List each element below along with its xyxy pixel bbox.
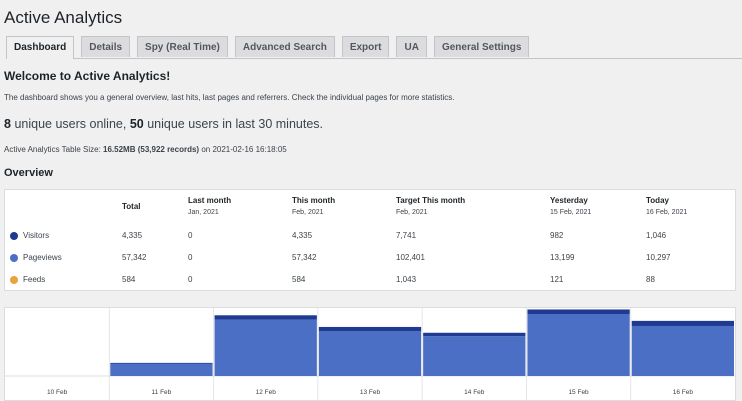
column-subheader: Feb, 2021 <box>396 209 428 216</box>
table-size-info: Active Analytics Table Size: 16.52MB (53… <box>4 145 287 154</box>
bar-visitors[interactable] <box>318 326 422 332</box>
legend-dot-pageviews <box>10 254 18 262</box>
tab-spy-real-time[interactable]: Spy (Real Time) <box>137 36 228 57</box>
bar-pageviews[interactable] <box>214 319 317 376</box>
table-cell: 10,297 <box>646 253 671 262</box>
table-cell: 88 <box>646 275 655 284</box>
table-size-date: on 2021-02-16 16:18:05 <box>201 145 287 154</box>
tab-bar: Dashboard Details Spy (Real Time) Advanced … <box>6 36 742 59</box>
table-cell: 13,199 <box>550 253 575 262</box>
bar-pageviews[interactable] <box>318 331 422 376</box>
bar-visitors[interactable] <box>423 332 526 337</box>
overview-table: Total Last month Jan, 2021 This month Feb, 2… <box>4 189 736 291</box>
bar-visitors[interactable] <box>527 309 630 315</box>
column-subheader: 16 Feb, 2021 <box>646 209 688 216</box>
table-cell: 57,342 <box>122 253 147 262</box>
x-tick-label: 14 Feb <box>464 389 485 396</box>
bar-pageviews[interactable] <box>631 325 734 376</box>
users-last30-count: 50 <box>129 117 144 131</box>
table-cell: 584 <box>122 275 136 284</box>
bar-pageviews[interactable] <box>423 336 526 376</box>
bar-visitors[interactable] <box>631 320 734 326</box>
table-cell: 982 <box>550 231 564 240</box>
tab-ua[interactable]: UA <box>396 36 427 57</box>
table-cell: 584 <box>292 275 306 284</box>
tab-export[interactable]: Export <box>341 36 390 57</box>
table-cell: 102,401 <box>396 253 425 262</box>
table-size-value: 16.52MB (53,922 records) <box>103 145 200 154</box>
welcome-heading: Welcome to Active Analytics! <box>4 69 171 83</box>
overview-heading: Overview <box>4 167 53 179</box>
table-cell: 121 <box>550 275 564 284</box>
row-label-visitors: Visitors <box>23 231 50 240</box>
column-subheader: 15 Feb, 2021 <box>550 209 592 216</box>
x-tick-label: 10 Feb <box>47 389 68 396</box>
intro-text: The dashboard shows you a general overvi… <box>4 93 455 102</box>
row-label-feeds: Feeds <box>23 275 46 284</box>
daily-chart-svg: 10 Feb 11 Feb 12 Feb 13 Feb 14 Feb 15 Feb 16 F… <box>5 308 735 400</box>
tab-general-settings[interactable]: General Settings <box>433 36 530 57</box>
users-last30-text: unique users in last 30 minutes. <box>147 117 323 131</box>
tab-details[interactable]: Details <box>81 36 131 57</box>
table-cell: 7,741 <box>396 231 417 240</box>
daily-chart: 10 Feb 11 Feb 12 Feb 13 Feb 14 Feb 15 Feb 16 F… <box>4 307 736 401</box>
users-online-count: 8 <box>4 117 11 131</box>
row-label-pageviews: Pageviews <box>23 253 62 262</box>
table-cell: 1,046 <box>646 231 667 240</box>
table-cell: 57,342 <box>292 253 317 262</box>
column-header: Total <box>122 202 141 211</box>
column-subheader: Jan, 2021 <box>188 209 219 216</box>
table-cell: 0 <box>188 253 193 262</box>
x-tick-label: 13 Feb <box>360 389 381 396</box>
column-header: Target This month <box>396 196 466 205</box>
x-tick-label: 11 Feb <box>152 389 172 396</box>
bar-pageviews[interactable] <box>110 363 213 376</box>
column-header: Yesterday <box>550 196 588 205</box>
bar-visitors[interactable] <box>110 362 213 364</box>
tab-advanced-search[interactable]: Advanced Search <box>234 36 335 57</box>
legend-dot-feeds <box>10 276 18 284</box>
table-cell: 0 <box>188 231 193 240</box>
legend-dot-visitors <box>10 232 18 240</box>
bar-pageviews[interactable] <box>527 314 630 376</box>
column-header: This month <box>292 196 336 205</box>
page-title: Active Analytics <box>4 8 123 27</box>
users-online-text: unique users online, <box>14 117 127 131</box>
table-size-label: Active Analytics Table Size: <box>4 145 101 154</box>
x-tick-label: 12 Feb <box>256 389 277 396</box>
table-cell: 0 <box>188 275 193 284</box>
table-cell: 4,335 <box>122 231 143 240</box>
tab-dashboard[interactable]: Dashboard <box>6 36 75 59</box>
users-online-summary: 8 unique users online, 50 unique users i… <box>4 117 323 131</box>
x-tick-label: 15 Feb <box>568 389 589 396</box>
table-cell: 1,043 <box>396 275 417 284</box>
table-cell: 4,335 <box>292 231 313 240</box>
column-header: Last month <box>188 196 232 205</box>
column-header: Today <box>646 196 669 205</box>
x-tick-label: 16 Feb <box>673 389 694 396</box>
column-subheader: Feb, 2021 <box>292 209 324 216</box>
bar-visitors[interactable] <box>214 315 317 320</box>
